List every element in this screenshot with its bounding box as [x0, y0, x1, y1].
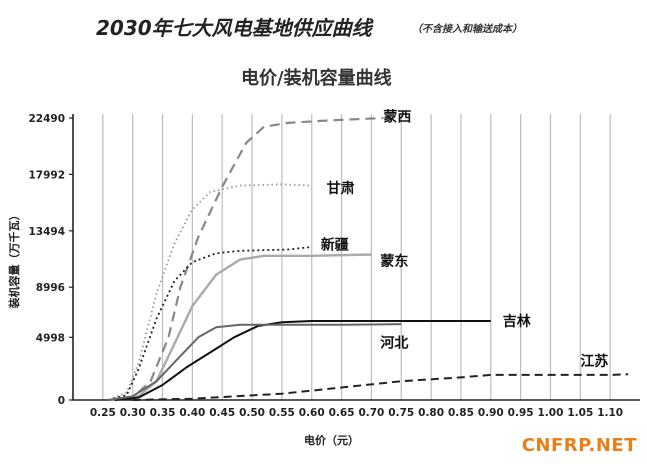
x-tick-label: 0.35	[150, 407, 176, 419]
x-tick-label: 0.60	[299, 407, 325, 419]
x-tick-label: 0.55	[269, 407, 295, 419]
x-tick-label: 0.70	[358, 407, 384, 419]
y-tick-label: 8996	[36, 282, 65, 294]
series-label: 吉林	[503, 313, 531, 330]
x-tick-label: 0.30	[120, 407, 146, 419]
series-line-河北	[108, 323, 402, 401]
chart-title: 2030年七大风电基地供应曲线	[96, 16, 372, 40]
x-tick-label: 0.65	[329, 407, 355, 419]
series-line-甘肃	[108, 183, 312, 401]
x-tick-label: 0.85	[448, 407, 474, 419]
series-label: 蒙东	[380, 253, 408, 270]
series-line-新疆	[108, 246, 312, 401]
series-label: 甘肃	[327, 180, 355, 197]
x-tick-label: 1.10	[597, 407, 623, 419]
series-label: 新疆	[321, 237, 349, 254]
x-tick-label: 0.25	[90, 407, 116, 419]
series-line-江苏	[132, 373, 629, 401]
series-label: 江苏	[580, 353, 608, 370]
series-line-蒙西	[108, 116, 384, 402]
series-label: 蒙西	[383, 109, 411, 126]
chart-title-note: （不含接入和输送成本）	[412, 24, 522, 35]
x-tick-label: 0.80	[418, 407, 444, 419]
y-tick-label: 4998	[36, 332, 65, 344]
x-axis-label: 电价（元）	[304, 433, 359, 447]
series-line-蒙东	[108, 253, 372, 402]
series-label: 河北	[380, 334, 408, 351]
x-tick-label: 0.90	[478, 407, 504, 419]
x-tick-label: 0.45	[209, 407, 235, 419]
series-line-吉林	[114, 320, 491, 401]
y-tick-label: 22490	[28, 113, 65, 125]
x-tick-label: 0.40	[179, 407, 205, 419]
x-tick-label: 1.05	[567, 407, 593, 419]
y-tick-label: 0	[58, 395, 65, 407]
watermark-logo: CNFRP.NET	[521, 435, 637, 456]
x-tick-label: 0.95	[508, 407, 534, 419]
x-tick-label: 1.00	[538, 407, 564, 419]
y-tick-label: 17992	[28, 169, 65, 181]
y-axis-label: 装机容量（万千瓦）	[7, 210, 21, 310]
x-tick-label: 0.75	[388, 407, 414, 419]
y-tick-label: 13494	[28, 226, 65, 238]
x-tick-label: 0.50	[239, 407, 265, 419]
chart-subtitle: 电价/装机容量曲线	[241, 68, 392, 89]
